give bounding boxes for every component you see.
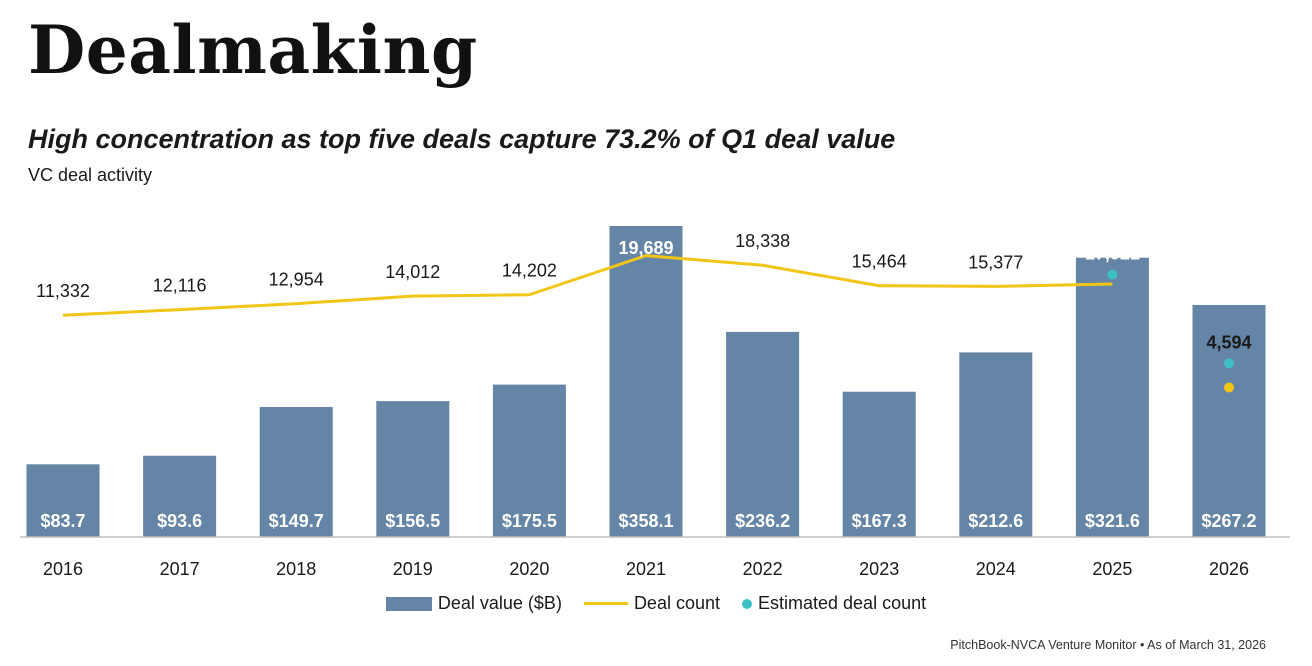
legend-item-deal-value: Deal value ($B)	[385, 593, 562, 614]
bar-value-label: $212.6	[968, 511, 1023, 531]
combo-chart: $83.7 $93.6 $149.7 $156.5 $175.5 $358.1 $236.2…	[20, 226, 1290, 579]
x-tick-label: 2018	[276, 559, 316, 579]
legend-label-deal-count: Deal count	[633, 593, 720, 613]
legend-swatch-line	[583, 602, 628, 605]
chart-legend: Deal value ($B) Deal count Estimated dea…	[0, 593, 1312, 614]
bar-value-label: $267.2	[1201, 511, 1256, 531]
x-tick-label: 2021	[626, 559, 666, 579]
deal-count-label: 14,012	[385, 262, 440, 282]
bar-2023	[842, 391, 916, 537]
chart-caption: VC deal activity	[28, 165, 153, 185]
bar-2025	[1075, 257, 1149, 537]
bar-value-label: $167.3	[852, 511, 907, 531]
source-date: As of March 31, 2026	[1147, 638, 1266, 652]
source-note: PitchBook-NVCA Venture Monitor • As of M…	[950, 638, 1266, 652]
bar-2022	[726, 331, 800, 537]
bar-value-label: $93.6	[157, 511, 202, 531]
deal-count-label: 15,377	[968, 252, 1023, 272]
bar-2016	[26, 464, 100, 537]
bar-value-label: $321.6	[1085, 511, 1140, 531]
deal-count-point-2026	[1224, 382, 1234, 393]
source-name: PitchBook-NVCA Venture Monitor	[950, 638, 1137, 652]
estimated-label: 17,021	[1085, 244, 1140, 264]
estimated-point-2025	[1107, 269, 1118, 280]
bar-value-label: $156.5	[385, 511, 440, 531]
chart-subtitle: High concentration as top five deals cap…	[28, 124, 896, 154]
legend-label-deal-value: Deal value ($B)	[437, 593, 562, 613]
bar-2020	[492, 384, 566, 537]
legend-item-deal-count: Deal count	[583, 593, 720, 614]
bar-2026	[1192, 304, 1266, 537]
deal-count-label: 11,332	[36, 281, 90, 301]
deal-count-label: 12,116	[153, 276, 207, 296]
deal-count-label: 12,954	[269, 270, 324, 290]
bar-2019	[376, 401, 450, 537]
bar-2021	[609, 226, 683, 537]
estimated-label: 4,594	[1206, 332, 1251, 352]
chart-title: Dealmaking	[28, 11, 478, 89]
bar-2024	[959, 352, 1033, 537]
estimated-point-2026	[1224, 358, 1234, 369]
bar-2017	[143, 455, 217, 537]
bar-value-label: $236.2	[735, 511, 790, 531]
x-tick-label: 2023	[859, 559, 899, 579]
x-tick-label: 2026	[1209, 559, 1249, 579]
deal-count-label: 15,464	[852, 252, 907, 272]
deal-count-label: 19,689	[618, 238, 673, 258]
bar-value-label: $83.7	[40, 511, 85, 531]
deal-count-label: 14,202	[502, 261, 557, 281]
x-tick-label: 2017	[160, 559, 200, 579]
legend-swatch-dot	[742, 598, 752, 609]
x-tick-label: 2022	[743, 559, 783, 579]
x-tick-label: 2020	[509, 559, 549, 579]
bar-value-label: $149.7	[269, 511, 324, 531]
source-separator: •	[1139, 638, 1145, 652]
legend-label-estimated: Estimated deal count	[758, 593, 927, 613]
legend-item-estimated: Estimated deal count	[742, 593, 926, 614]
bar-value-label: $175.5	[502, 511, 557, 531]
bar-value-label: $358.1	[618, 511, 673, 531]
deal-count-label: 18,338	[735, 231, 790, 251]
deal-count-line	[62, 254, 1113, 317]
x-tick-label: 2019	[393, 559, 433, 579]
x-tick-label: 2024	[976, 559, 1016, 579]
x-tick-label: 2016	[43, 559, 83, 579]
bar-2018	[259, 406, 333, 537]
legend-swatch-bar	[385, 596, 432, 611]
x-tick-label: 2025	[1092, 559, 1132, 579]
